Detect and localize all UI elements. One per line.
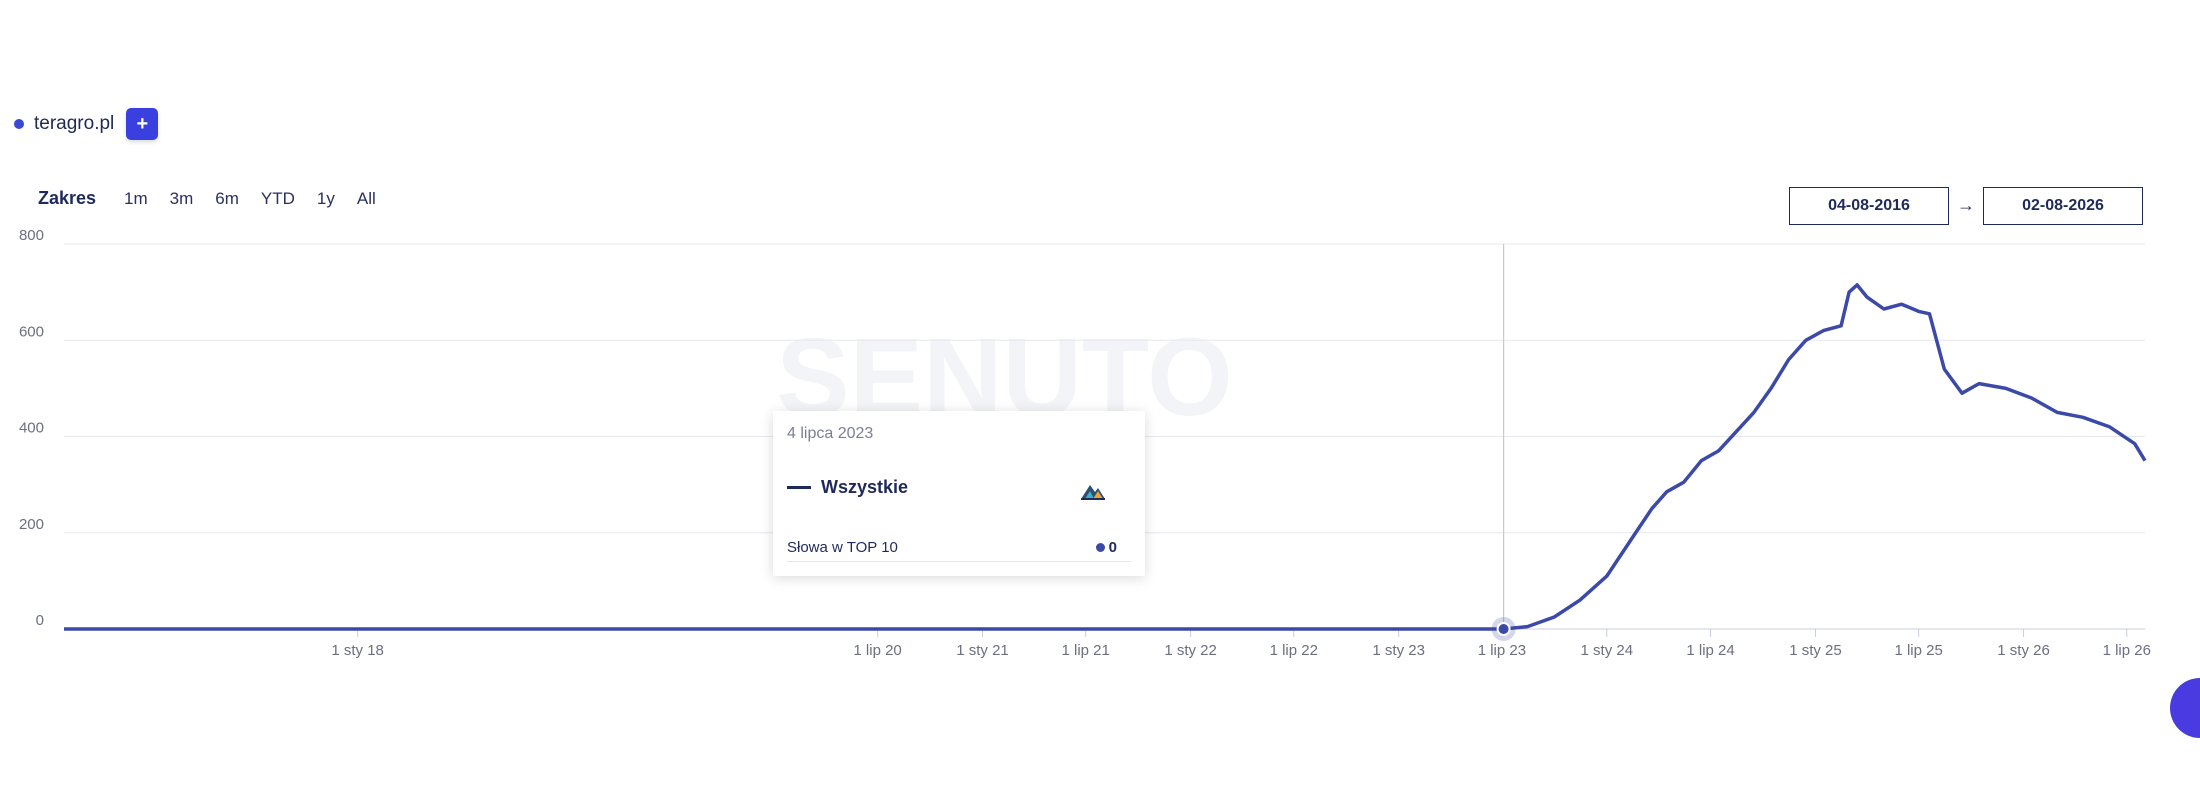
range-ytd-button[interactable]: YTD (260, 188, 295, 208)
tooltip-value: 0 (1108, 538, 1117, 556)
domain-label[interactable]: teragro.pl (34, 113, 115, 134)
x-tick-label: 1 lip 20 (853, 642, 901, 659)
x-tick-label: 1 sty 26 (1997, 642, 2050, 659)
hover-marker-point (1496, 622, 1511, 636)
tooltip-series: Wszystkie (787, 477, 908, 498)
range-6m-button[interactable]: 6m (215, 188, 239, 208)
add-domain-button[interactable]: + (126, 108, 159, 140)
tooltip-date: 4 lipca 2023 (787, 425, 874, 442)
mountain-logo-icon (1081, 485, 1105, 500)
x-tick-label: 1 sty 24 (1581, 642, 1634, 659)
x-axis-ticks: 1 sty 18 1 lip 20 1 sty 21 1 lip 21 1 sty 22… (331, 629, 2151, 659)
date-range-arrow: → (1957, 195, 1975, 215)
date-from-input[interactable]: 04-08-2016 (1789, 187, 1949, 225)
date-to-input[interactable]: 02-08-2026 (1983, 187, 2143, 225)
y-tick-label: 800 (19, 227, 44, 244)
series (64, 283, 2147, 631)
x-tick-label: 1 sty 25 (1789, 642, 1842, 659)
x-tick-label: 1 lip 23 (1478, 642, 1526, 659)
range-1m-button[interactable]: 1m (124, 188, 148, 208)
tooltip-row-label: Słowa w TOP 10 (787, 538, 898, 556)
x-tick-label: 1 lip 24 (1686, 642, 1734, 659)
tooltip-row: Słowa w TOP 10 0 (787, 533, 1131, 562)
range-3m-button[interactable]: 3m (169, 188, 194, 208)
x-tick-label: 1 sty 21 (956, 642, 1009, 659)
tooltip-series-dot (1095, 542, 1105, 552)
domain-legend: teragro.pl + (14, 108, 159, 140)
y-tick-label: 200 (19, 516, 44, 533)
tooltip-series-line (787, 486, 811, 489)
x-tick-label: 1 sty 22 (1164, 642, 1217, 659)
tooltip-series-name: Wszystkie (821, 477, 909, 497)
x-tick-label: 1 lip 25 (1894, 642, 1942, 659)
series-line (64, 283, 2147, 631)
y-tick-label: 600 (19, 323, 44, 340)
x-tick-label: 1 sty 23 (1372, 642, 1425, 659)
chart-tooltip: 4 lipca 2023 Wszystkie Słowa w TOP 10 0 (773, 411, 1145, 576)
page-bottom (0, 688, 2200, 800)
range-1y-button[interactable]: 1y (316, 188, 335, 208)
x-tick-label: 1 lip 22 (1270, 642, 1318, 659)
y-tick-label: 400 (19, 420, 44, 437)
hover-marker (1491, 617, 1516, 641)
x-tick-label: 1 lip 26 (2103, 642, 2151, 659)
y-axis-ticks: 0 200 400 600 800 (19, 227, 44, 629)
x-tick-label: 1 lip 21 (1061, 642, 1109, 659)
x-tick-label: 1 sty 18 (331, 642, 384, 659)
domain-color-dot (14, 119, 24, 129)
tooltip-row-value: 0 (1095, 538, 1117, 556)
y-tick-label: 0 (36, 612, 44, 629)
range-label: Zakres (38, 188, 97, 208)
range-selector: Zakres 1m 3m 6m YTD 1y All (38, 188, 398, 209)
range-all-button[interactable]: All (356, 188, 376, 208)
